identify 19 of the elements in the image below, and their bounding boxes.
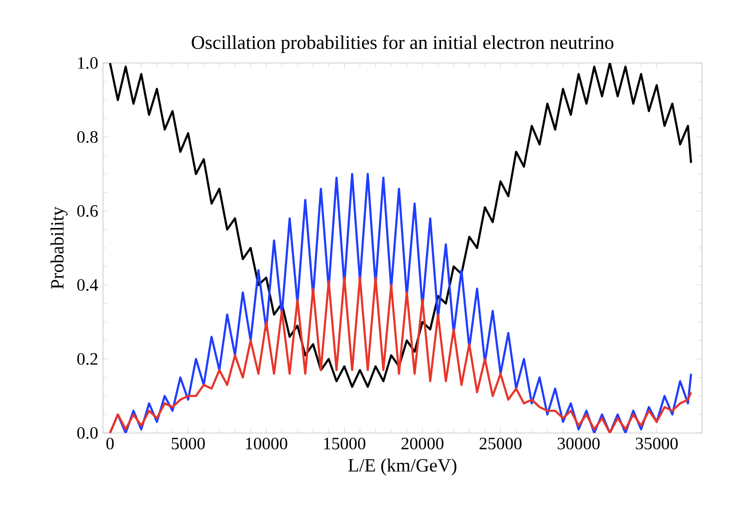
line-series (108, 276, 692, 433)
chart-title: Oscillation probabilities for an initial electron neutrino (192, 35, 614, 53)
y-tick-label: 1.0 (78, 57, 98, 69)
x-axis-title: L/E (km/GeV) (348, 458, 456, 476)
y-tick-label: 0.4 (77, 279, 98, 291)
x-tick-label: 20000 (402, 438, 444, 450)
y-tick-label: 0.0 (77, 427, 98, 439)
x-tick-label: 15000 (324, 438, 366, 450)
x-tick-label: 5000 (172, 438, 205, 450)
y-tick-label: 0.2 (77, 353, 98, 365)
x-tick-label: 30000 (558, 438, 600, 450)
y-tick-label: 0.8 (77, 131, 98, 143)
y-axis-title: Probability (50, 206, 68, 289)
x-tick-label: 0 (106, 438, 114, 450)
x-tick-label: 35000 (636, 438, 678, 450)
x-tick-label: 10000 (246, 438, 288, 450)
line-series (108, 62, 692, 388)
y-tick-label: 0.6 (77, 205, 98, 217)
x-tick-label: 25000 (480, 438, 522, 450)
